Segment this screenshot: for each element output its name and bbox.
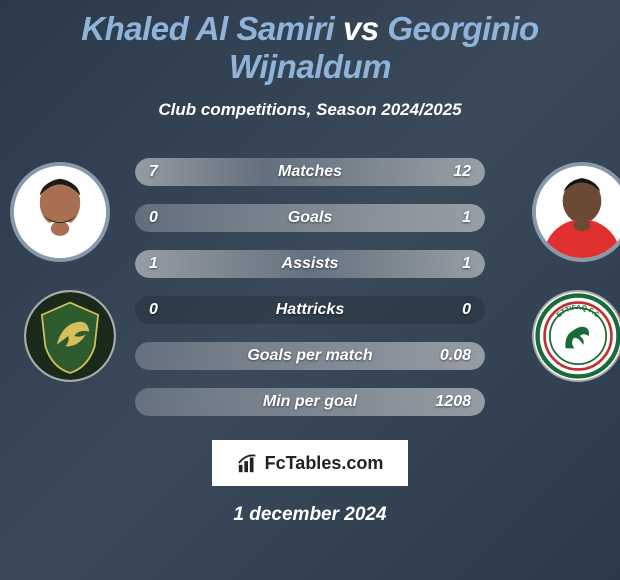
player1-photo	[10, 162, 110, 262]
title-player1: Khaled Al Samiri	[81, 10, 334, 47]
date-label: 1 december 2024	[0, 504, 620, 526]
stat-row-goals: 0 Goals 1	[135, 204, 485, 232]
subtitle: Club competitions, Season 2024/2025	[0, 100, 620, 120]
fctables-chart-icon	[237, 452, 259, 474]
page-title: Khaled Al Samiri vs Georginio Wijnaldum	[0, 0, 620, 86]
stat-row-matches: 7 Matches 12	[135, 158, 485, 186]
player1-club-logo	[24, 290, 116, 382]
player2-club-logo: ETTIFAQ F.C	[532, 290, 620, 382]
stat-row-hattricks: 0 Hattricks 0	[135, 296, 485, 324]
stat-label: Hattricks	[135, 296, 485, 324]
stat-val-right: 0.08	[426, 342, 485, 370]
stat-row-goals-per-match: Goals per match 0.08	[135, 342, 485, 370]
stat-label: Assists	[135, 250, 485, 278]
player2-photo	[532, 162, 620, 262]
stat-val-right: 0	[448, 296, 485, 324]
stat-label: Matches	[135, 158, 485, 186]
stat-val-right: 1	[448, 250, 485, 278]
branding-text: FcTables.com	[265, 453, 384, 474]
stat-val-right: 1	[448, 204, 485, 232]
club1-badge-icon	[26, 292, 114, 380]
stats-list: 7 Matches 12 0 Goals 1 1 Assists 1 0 Hat…	[135, 158, 485, 434]
player2-avatar-icon	[536, 166, 620, 258]
stat-label: Goals	[135, 204, 485, 232]
club2-badge-icon: ETTIFAQ F.C	[534, 292, 620, 380]
title-vs: vs	[343, 10, 379, 47]
stat-row-assists: 1 Assists 1	[135, 250, 485, 278]
stat-val-right: 1208	[421, 388, 485, 416]
comparison-panel: ETTIFAQ F.C 7 Matches 12 0 Goals 1 1 Ass…	[0, 150, 620, 430]
player1-avatar-icon	[14, 166, 106, 258]
stat-row-min-per-goal: Min per goal 1208	[135, 388, 485, 416]
branding-logo: FcTables.com	[212, 440, 408, 486]
stat-val-right: 12	[439, 158, 485, 186]
